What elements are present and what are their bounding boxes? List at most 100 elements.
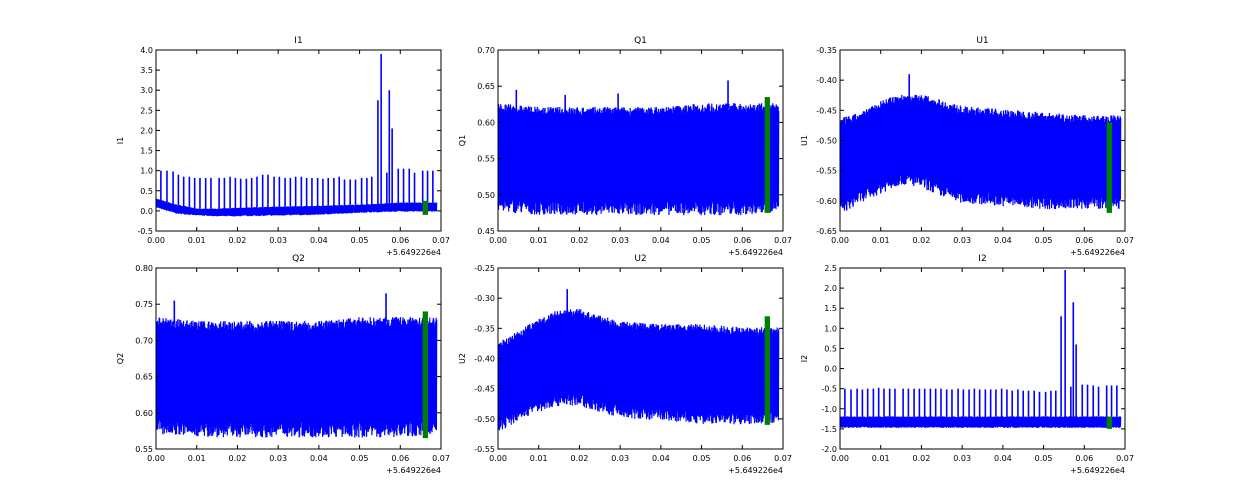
y-tick-label: -0.55	[816, 167, 837, 176]
y-tick-label: -0.45	[816, 106, 837, 115]
x-tick-label: 0.06	[391, 454, 409, 463]
plot-area	[840, 74, 1122, 213]
y-tick-label: 1.5	[824, 304, 837, 313]
x-tick-label: 0.01	[530, 454, 548, 463]
axes-frame	[155, 49, 442, 232]
y-tick-label: -0.65	[816, 227, 837, 236]
y-tick-label: 4.0	[140, 46, 153, 55]
x-tick-label: 0.06	[733, 236, 751, 245]
x-tick-label: 0.02	[913, 454, 931, 463]
axes-frame	[497, 49, 784, 232]
x-tick-label: 0.05	[693, 454, 711, 463]
x-tick-label: 0.00	[147, 236, 165, 245]
x-tick-label: 0.01	[530, 236, 548, 245]
x-tick-label: 0.05	[351, 454, 369, 463]
x-tick-label: 0.03	[269, 236, 287, 245]
y-tick-label: -0.25	[474, 264, 495, 273]
x-tick-label: 0.03	[953, 454, 971, 463]
x-offset-label: +5.649226e4	[386, 466, 441, 475]
x-tick-label: 0.01	[188, 236, 206, 245]
y-tick-label: -0.60	[816, 197, 837, 206]
chart-title: Q2	[292, 254, 305, 264]
y-tick-label: -1.0	[821, 405, 837, 414]
y-tick-label: 0.0	[140, 207, 153, 216]
y-tick-label: -0.40	[816, 76, 837, 85]
plot-area	[498, 80, 780, 216]
x-tick-label: 0.06	[1075, 454, 1093, 463]
highlight-segment	[422, 200, 428, 215]
highlight-segment	[1106, 122, 1112, 213]
y-tick-label: 2.0	[824, 284, 837, 293]
y-tick-label: 0.45	[477, 227, 495, 236]
y-tick-label: 2.5	[824, 264, 837, 273]
highlight-segment	[764, 97, 770, 213]
x-tick-label: 0.00	[831, 454, 849, 463]
series-line	[156, 317, 438, 438]
axes-frame	[155, 267, 442, 450]
highlight-segment	[764, 316, 770, 425]
y-axis-label: I2	[800, 355, 809, 362]
y-tick-label: 1.0	[140, 167, 153, 176]
x-tick-label: 0.00	[831, 236, 849, 245]
x-tick-label: 0.05	[693, 236, 711, 245]
x-tick-label: 0.07	[432, 236, 450, 245]
x-tick-label: 0.01	[872, 236, 890, 245]
y-tick-label: 0.65	[477, 82, 495, 91]
series-line	[840, 416, 1122, 428]
series-line	[498, 103, 780, 216]
y-tick-label: 0.0	[824, 365, 837, 374]
x-offset-label: +5.649226e4	[1070, 248, 1125, 257]
y-tick-label: 1.5	[140, 147, 153, 156]
x-tick-label: 0.03	[269, 454, 287, 463]
x-tick-label: 0.07	[1116, 454, 1134, 463]
y-tick-label: 3.0	[140, 86, 153, 95]
x-tick-label: 0.04	[994, 454, 1012, 463]
y-tick-label: 0.80	[135, 264, 153, 273]
subplot-i1: 0.00 0.01 0.02 0.03 0.04 0.05 0.06 0.07 -0.5 0.0 0…	[116, 36, 450, 257]
x-tick-label: 0.02	[913, 236, 931, 245]
x-tick-label: 0.00	[489, 236, 507, 245]
y-tick-label: -0.50	[816, 137, 837, 146]
plot-area	[498, 289, 780, 431]
y-tick-label: 0.50	[477, 191, 495, 200]
y-axis-label: Q2	[116, 353, 125, 364]
subplot-i2: 0.00 0.01 0.02 0.03 0.04 0.05 0.06 0.07 -2.0 -1.5…	[800, 254, 1134, 475]
x-tick-label: 0.04	[652, 454, 670, 463]
y-tick-label: 0.70	[477, 46, 495, 55]
highlight-segment	[422, 311, 428, 439]
x-tick-label: 0.01	[872, 454, 890, 463]
y-tick-label: 2.5	[140, 106, 153, 115]
x-tick-label: 0.05	[1035, 454, 1053, 463]
subplot-q1: 0.00 0.01 0.02 0.03 0.04 0.05 0.06 0.07 0.45 0.50…	[458, 36, 792, 257]
x-tick-label: 0.07	[774, 236, 792, 245]
chart-title: U2	[634, 254, 646, 264]
y-tick-label: -0.40	[474, 355, 495, 364]
subplot-u2: 0.00 0.01 0.02 0.03 0.04 0.05 0.06 0.07 -0.55 -0.…	[458, 254, 792, 475]
x-tick-label: 0.02	[571, 454, 589, 463]
x-tick-label: 0.05	[1035, 236, 1053, 245]
y-tick-label: -0.35	[474, 324, 495, 333]
subplot-u1: 0.00 0.01 0.02 0.03 0.04 0.05 0.06 0.07 -0.65 -0.…	[800, 36, 1134, 257]
y-tick-label: 0.55	[477, 155, 495, 164]
y-tick-label: -0.50	[474, 415, 495, 424]
y-tick-label: 0.5	[140, 187, 153, 196]
x-tick-label: 0.03	[953, 236, 971, 245]
x-tick-label: 0.02	[571, 236, 589, 245]
y-axis-label: U2	[458, 353, 467, 364]
x-offset-label: +5.649226e4	[728, 248, 783, 257]
x-tick-label: 0.04	[652, 236, 670, 245]
y-tick-label: -1.5	[821, 425, 837, 434]
x-tick-label: 0.05	[351, 236, 369, 245]
y-tick-label: -2.0	[821, 445, 837, 454]
y-axis-label: U1	[800, 135, 809, 146]
y-axis-label: I1	[116, 137, 125, 144]
y-tick-label: -0.30	[474, 294, 495, 303]
series-line	[498, 309, 780, 431]
series-line	[840, 94, 1122, 211]
y-tick-label: 0.5	[824, 344, 837, 353]
y-tick-label: 2.0	[140, 126, 153, 135]
y-tick-label: -0.55	[474, 445, 495, 454]
x-tick-label: 0.02	[229, 236, 247, 245]
plot-area	[156, 54, 438, 217]
x-tick-label: 0.02	[229, 454, 247, 463]
